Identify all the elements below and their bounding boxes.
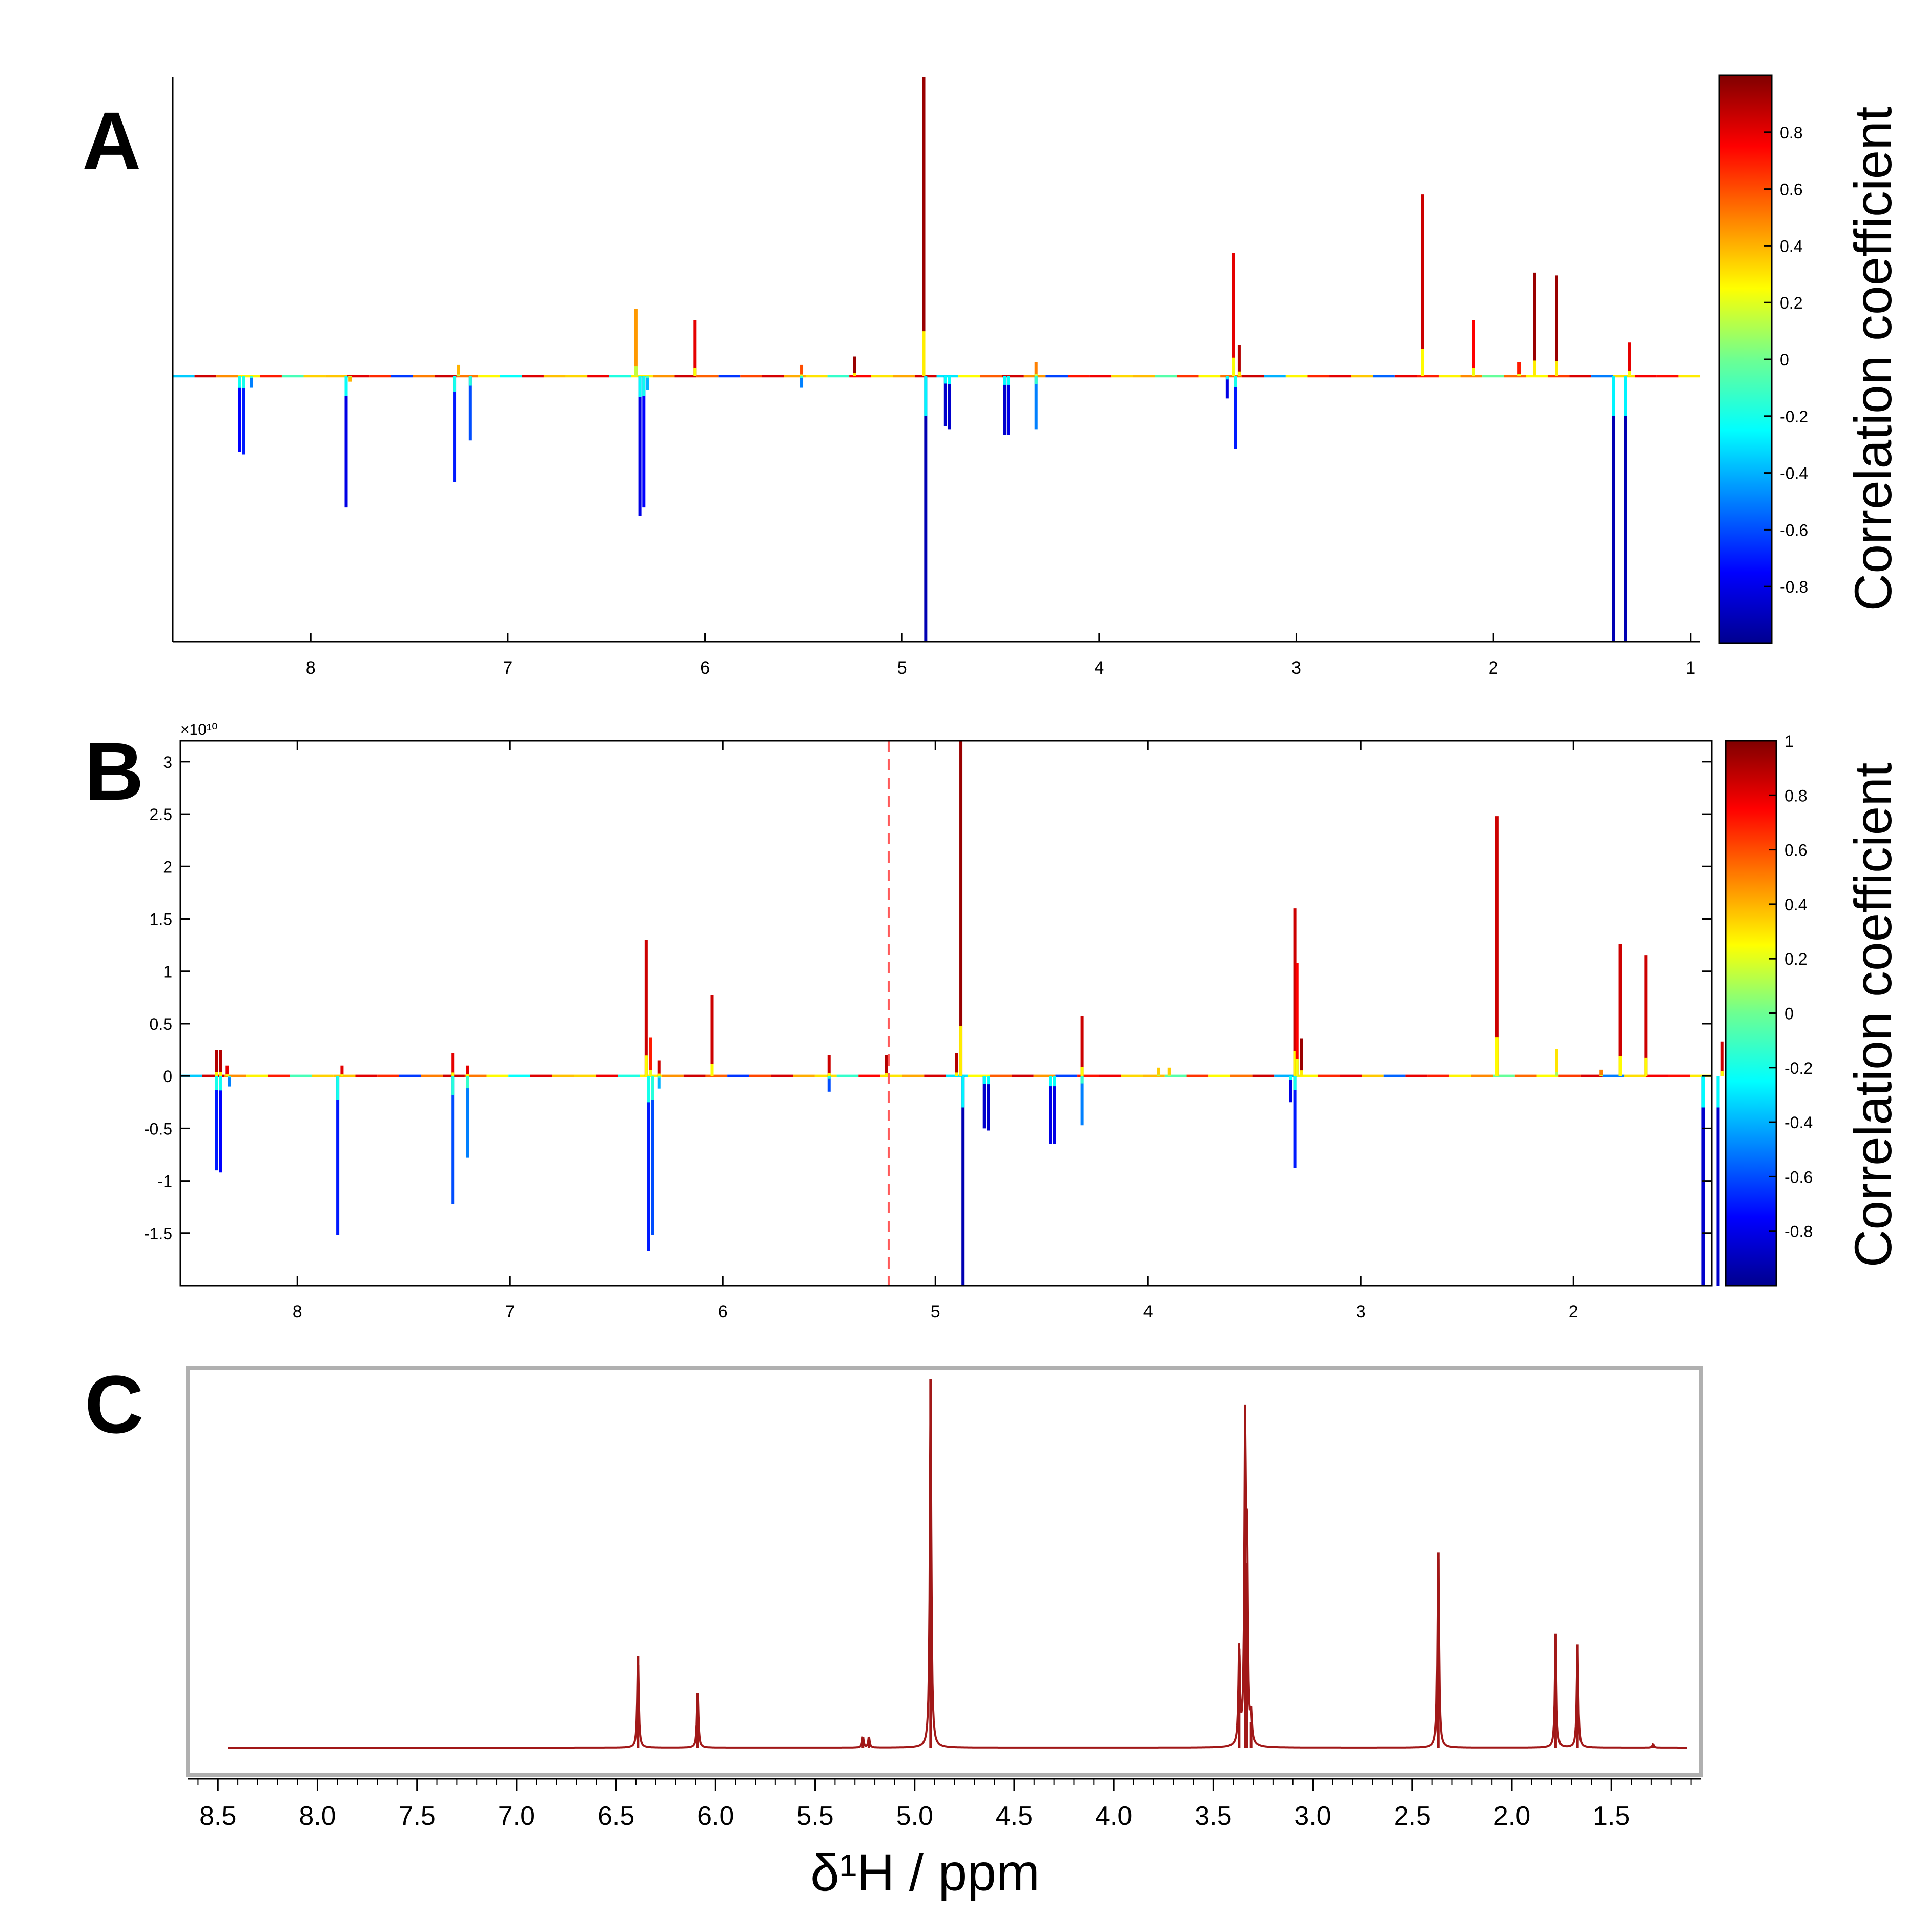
panel-b-colorbar-label: Correlation coefficient [1844, 763, 1902, 1268]
colorbar-tick-label: -0.4 [1784, 1113, 1813, 1132]
x-tick-label: 7.0 [498, 1801, 535, 1831]
panel-a-colorbar [1718, 74, 1773, 644]
x-tick-label: 1.5 [1593, 1801, 1630, 1831]
x-tick-label: 5 [897, 658, 907, 678]
x-tick-label: 3 [1291, 658, 1301, 678]
panel-c: C 8.5 8.0 7.5 7.0 6.5 6.0 5.5 5.0 4.5 4.0 3.5 3.0 2.… [85, 1358, 1703, 1902]
panel-a-x-ticks: 8 7 6 5 4 3 2 1 [306, 633, 1695, 678]
y-tick-label: 1 [163, 963, 172, 981]
colorbar-tick-label: 0 [1784, 1005, 1794, 1023]
panel-c-x-ticks: 8.5 8.0 7.5 7.0 6.5 6.0 5.5 5.0 4.5 4.0 3.5 3.0 2.5 2… [197, 1779, 1692, 1831]
x-tick-label: 4 [1094, 658, 1104, 678]
colorbar-tick-label: -0.2 [1784, 1059, 1813, 1077]
y-tick-label: -1 [158, 1172, 172, 1191]
x-tick-label: 8 [293, 1302, 302, 1321]
panel-b-plot [180, 741, 1724, 1286]
panel-label-b: B [85, 725, 144, 817]
x-tick-label: 3.0 [1294, 1801, 1331, 1831]
y-tick-label: 3 [163, 753, 172, 771]
x-tick-label: 8.0 [299, 1801, 336, 1831]
colorbar-tick-label: 0.8 [1780, 124, 1802, 142]
y-tick-label: -0.5 [144, 1120, 172, 1138]
panel-label-a: A [82, 95, 141, 187]
x-tick-label: 3.5 [1195, 1801, 1232, 1831]
panel-b-colorbar [1725, 740, 1777, 1287]
y-tick-label: -1.5 [144, 1225, 172, 1243]
x-tick-label: 4 [1143, 1302, 1153, 1321]
y-tick-label: 0.5 [150, 1015, 172, 1033]
panel-b-x-ticks: 8 7 6 5 4 3 2 [293, 741, 1578, 1321]
panel-b-y-ticks: 3 2.5 2 1.5 1 0.5 0 -0.5 -1 -1.5 [144, 753, 1712, 1243]
panel-c-x-axis-label: δ¹H / ppm [810, 1843, 1040, 1902]
x-tick-label: 2.5 [1394, 1801, 1431, 1831]
x-tick-label: 8 [306, 658, 316, 678]
x-tick-label: 5.0 [896, 1801, 933, 1831]
colorbar-tick-label: 0.8 [1784, 786, 1807, 805]
x-tick-label: 8.5 [199, 1801, 236, 1831]
colorbar-tick-label: -0.2 [1780, 408, 1808, 426]
panel-c-plot [228, 1379, 1687, 1749]
x-tick-label: 6.5 [598, 1801, 634, 1831]
x-tick-label: 5 [931, 1302, 940, 1321]
x-tick-label: 4.0 [1095, 1801, 1132, 1831]
spectrum-trace [228, 1386, 1687, 1749]
colorbar-tick-label: 0.4 [1784, 896, 1807, 914]
colorbar-tick-label: -0.8 [1780, 578, 1808, 596]
colorbar-tick-label: -0.6 [1784, 1168, 1813, 1186]
colorbar-tick-label: 0 [1780, 351, 1789, 369]
x-tick-label: 7.5 [399, 1801, 436, 1831]
y-tick-label: 2 [163, 858, 172, 876]
colorbar-tick-label: -0.4 [1780, 464, 1808, 483]
x-tick-label: 2 [1569, 1302, 1578, 1321]
x-tick-label: 6 [700, 658, 710, 678]
panel-a-plot [173, 77, 1700, 642]
panel-a-colorbar-label: Correlation coefficient [1844, 107, 1902, 612]
y-tick-label: 1.5 [150, 910, 172, 929]
colorbar-tick-label: 0.4 [1780, 237, 1802, 255]
panel-label-c: C [85, 1358, 144, 1450]
panel-b-colorbar-ticks: 1 0.8 0.6 0.4 0.2 0 -0.2 -0.4 -0.6 -0.8 [1769, 732, 1813, 1241]
x-tick-label: 5.5 [796, 1801, 833, 1831]
colorbar-tick-label: -0.8 [1784, 1223, 1813, 1241]
colorbar-tick-label: -0.6 [1780, 521, 1808, 539]
y-tick-label: 0 [163, 1067, 172, 1086]
x-tick-label: 6 [718, 1302, 728, 1321]
x-tick-label: 7 [503, 658, 512, 678]
x-tick-label: 2.0 [1493, 1801, 1530, 1831]
colorbar-tick-label: 1 [1784, 732, 1794, 750]
panel-b-y-exponent: ×10¹⁰ [180, 721, 218, 738]
colorbar-tick-label: 0.2 [1780, 294, 1802, 312]
panel-a: A 8 7 6 5 4 3 2 1 0.8 0.6 0.4 0.2 0 -0.2 -0.4 -0.6 -0.8… [82, 74, 1902, 678]
panel-c-frame [186, 1366, 1703, 1777]
x-tick-label: 3 [1356, 1302, 1366, 1321]
x-tick-label: 7 [505, 1302, 515, 1321]
colorbar-tick-label: 0.6 [1784, 841, 1807, 860]
colorbar-tick-label: 0.6 [1780, 180, 1802, 199]
panel-b-frame [179, 740, 1713, 1287]
colorbar-tick-label: 0.2 [1784, 950, 1807, 968]
y-tick-label: 2.5 [150, 805, 172, 824]
panel-a-colorbar-ticks: 0.8 0.6 0.4 0.2 0 -0.2 -0.4 -0.6 -0.8 [1764, 124, 1808, 596]
x-tick-label: 2 [1489, 658, 1499, 678]
x-tick-label: 4.5 [996, 1801, 1033, 1831]
x-tick-label: 1 [1686, 658, 1695, 678]
x-tick-label: 6.0 [697, 1801, 734, 1831]
